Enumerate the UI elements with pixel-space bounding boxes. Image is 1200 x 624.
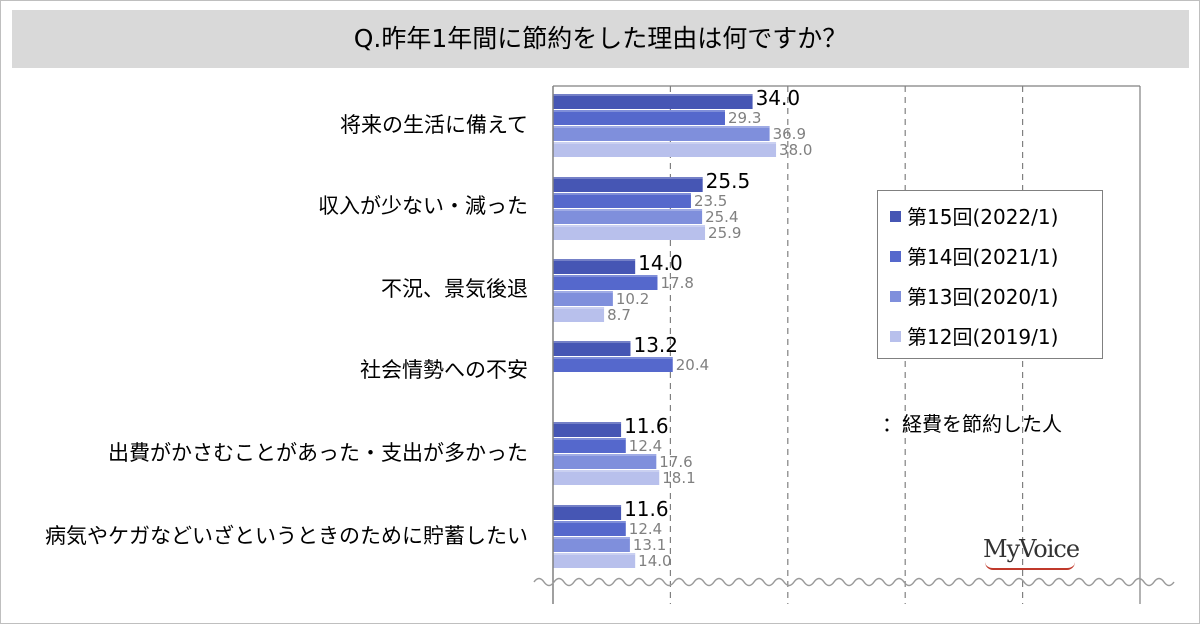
bar-2-0 [553, 259, 636, 274]
bar-2-2 [553, 291, 613, 306]
bar-highlight [553, 307, 605, 309]
bar-4-3 [553, 470, 660, 485]
bar-highlight [553, 209, 703, 211]
bar-highlight [553, 291, 613, 293]
bar-5-3 [553, 553, 636, 568]
bar-highlight [553, 94, 753, 96]
bar-4-0 [553, 422, 622, 437]
bar-5-2 [553, 537, 630, 552]
category-label: 将来の生活に備えて [340, 113, 528, 137]
bar-1-0 [553, 177, 703, 192]
bar-highlight [553, 454, 657, 456]
value-label: 14.0 [638, 251, 683, 275]
value-label: 38.0 [779, 141, 812, 159]
bar-0-1 [553, 110, 725, 125]
bar-3-1 [553, 357, 673, 372]
bar-3-0 [553, 341, 631, 356]
value-label: 36.9 [773, 125, 806, 143]
value-label: 12.4 [629, 437, 662, 455]
value-label: 25.4 [705, 208, 738, 226]
bar-highlight [553, 505, 622, 507]
bar-5-1 [553, 521, 626, 536]
legend-swatch-2020 [890, 291, 901, 302]
value-label: 29.3 [728, 109, 761, 127]
bar-highlight [553, 470, 660, 472]
value-label: 25.9 [708, 224, 741, 242]
legend-label-2022: 第15回(2022/1) [907, 205, 1059, 229]
value-label: 11.6 [624, 414, 669, 438]
bar-highlight [553, 126, 770, 128]
bar-highlight [553, 259, 636, 261]
bar-highlight [553, 357, 673, 359]
bar-highlight [553, 422, 622, 424]
category-label: 収入が少ない・減った [318, 194, 528, 218]
value-label: 8.7 [607, 306, 631, 324]
legend-label-2019: 第12回(2019/1) [907, 325, 1059, 349]
bar-highlight [553, 438, 626, 440]
myvoice-logo: MyVoice [983, 535, 1080, 563]
title-bar: Q.昨年1年間に節約をした理由は何ですか？ [12, 10, 1189, 68]
value-label: 13.1 [633, 536, 666, 554]
legend-swatch-2019 [890, 331, 901, 342]
bar-highlight [553, 521, 626, 523]
bar-4-2 [553, 454, 657, 469]
bar-highlight [553, 341, 631, 343]
bar-highlight [553, 275, 658, 277]
value-label: 34.0 [756, 86, 801, 110]
value-label: 11.6 [624, 497, 669, 521]
axis-break-wave [533, 577, 1175, 587]
value-label: 20.4 [676, 356, 709, 374]
bar-0-2 [553, 126, 770, 141]
bar-1-3 [553, 225, 706, 240]
value-label: 18.1 [662, 469, 695, 487]
value-label: 25.5 [706, 169, 751, 193]
bar-2-1 [553, 275, 658, 290]
value-label: 23.5 [694, 192, 727, 210]
legend-swatch-2022 [890, 211, 901, 222]
category-label: 出費がかさむことがあった・支出が多かった [108, 441, 528, 465]
bar-highlight [553, 537, 630, 539]
legend-swatch-2021 [890, 251, 901, 262]
value-label: 14.0 [638, 552, 671, 570]
bar-0-0 [553, 94, 753, 109]
bar-1-1 [553, 193, 691, 208]
legend-label-2021: 第14回(2021/1) [907, 245, 1059, 269]
category-label: 社会情勢への不安 [360, 358, 528, 382]
value-label: 12.4 [629, 520, 662, 538]
logo-swash [985, 562, 1075, 570]
bar-highlight [553, 553, 636, 555]
bar-highlight [553, 142, 777, 144]
category-label: 不況、景気後退 [381, 277, 528, 301]
bar-highlight [553, 110, 725, 112]
value-label: 17.6 [659, 453, 692, 471]
bar-0-3 [553, 142, 777, 157]
bar-2-3 [553, 307, 605, 322]
legend: 第15回(2022/1) 第14回(2021/1) 第13回(2020/1) 第… [877, 190, 1103, 359]
value-label: 10.2 [616, 290, 649, 308]
value-label: 13.2 [633, 333, 678, 357]
legend-label-2020: 第13回(2020/1) [907, 285, 1059, 309]
chart-title: Q.昨年1年間に節約をした理由は何ですか？ [353, 24, 848, 53]
category-label: 病気やケガなどいざというときのために貯蓄したい [45, 524, 528, 548]
bar-highlight [553, 177, 703, 179]
bar-5-0 [553, 505, 622, 520]
bar-highlight [553, 225, 706, 227]
value-label: 17.8 [660, 274, 693, 292]
bar-1-2 [553, 209, 703, 224]
bar-highlight [553, 193, 691, 195]
bar-4-1 [553, 438, 626, 453]
note-text: ：経費を節約した人 [882, 412, 1062, 436]
